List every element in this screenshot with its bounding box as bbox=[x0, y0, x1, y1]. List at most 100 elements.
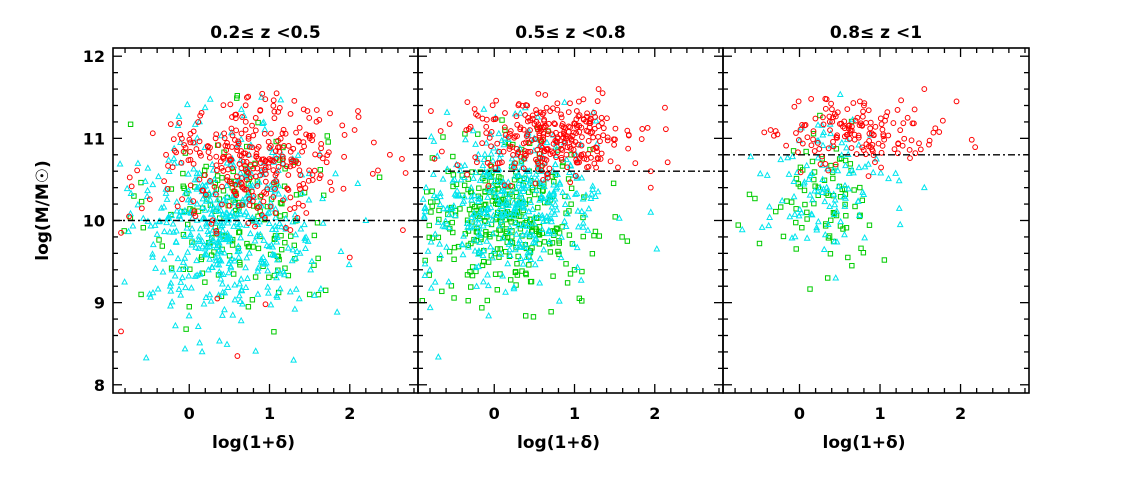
data-point-cyan bbox=[559, 188, 567, 195]
data-point-cyan bbox=[588, 190, 596, 197]
data-point-cyan bbox=[174, 254, 182, 262]
data-point-green bbox=[526, 262, 532, 268]
data-point-green bbox=[314, 220, 321, 226]
data-point-red bbox=[545, 128, 552, 135]
data-point-red bbox=[867, 125, 874, 132]
data-point-green bbox=[784, 198, 790, 204]
data-point-green bbox=[860, 250, 867, 256]
data-point-cyan bbox=[201, 143, 209, 150]
data-point-cyan bbox=[548, 208, 556, 215]
data-point-green bbox=[214, 173, 221, 179]
data-point-cyan bbox=[479, 171, 487, 178]
data-point-red bbox=[968, 136, 975, 143]
data-point-cyan bbox=[198, 203, 206, 210]
data-point-cyan bbox=[756, 169, 764, 177]
data-point-cyan bbox=[149, 250, 156, 257]
data-point-green bbox=[376, 174, 383, 180]
data-point-red bbox=[817, 161, 824, 168]
data-point-green bbox=[556, 240, 563, 246]
data-point-cyan bbox=[421, 213, 428, 221]
data-point-red bbox=[926, 141, 932, 148]
data-point-cyan bbox=[298, 189, 306, 196]
data-point-red bbox=[836, 121, 843, 127]
data-point-cyan bbox=[855, 141, 863, 148]
data-point-cyan bbox=[439, 222, 447, 229]
data-point-red bbox=[847, 127, 854, 134]
data-point-cyan bbox=[237, 135, 245, 142]
data-point-cyan bbox=[896, 220, 904, 228]
data-point-cyan bbox=[203, 243, 211, 250]
data-point-cyan bbox=[443, 108, 451, 115]
data-point-cyan bbox=[519, 230, 527, 238]
data-point-cyan bbox=[252, 347, 260, 354]
data-point-cyan bbox=[186, 232, 194, 239]
data-point-cyan bbox=[223, 181, 231, 189]
data-point-red bbox=[220, 155, 227, 162]
data-point-green bbox=[183, 326, 189, 332]
data-point-cyan bbox=[230, 198, 238, 206]
data-point-red bbox=[287, 110, 294, 117]
data-point-red bbox=[632, 160, 639, 167]
data-point-red bbox=[234, 144, 240, 150]
data-point-green bbox=[467, 269, 473, 275]
data-point-red bbox=[275, 137, 281, 144]
data-point-cyan bbox=[496, 198, 504, 205]
data-point-red bbox=[224, 143, 231, 150]
data-point-cyan bbox=[475, 230, 483, 237]
data-point-cyan bbox=[441, 222, 449, 230]
data-point-cyan bbox=[540, 194, 547, 202]
data-point-cyan bbox=[151, 221, 159, 228]
data-point-red bbox=[234, 147, 241, 154]
data-point-cyan bbox=[489, 254, 497, 261]
data-point-red bbox=[593, 145, 600, 151]
data-point-red bbox=[228, 180, 235, 187]
data-point-cyan bbox=[507, 187, 515, 195]
data-point-cyan bbox=[471, 247, 479, 254]
series-green bbox=[121, 92, 383, 335]
data-point-cyan bbox=[813, 226, 821, 233]
data-point-cyan bbox=[479, 277, 487, 285]
data-point-cyan bbox=[206, 255, 214, 262]
data-point-red bbox=[834, 109, 841, 116]
data-point-red bbox=[597, 138, 603, 145]
data-point-red bbox=[855, 134, 862, 141]
data-point-red bbox=[282, 130, 289, 137]
data-point-cyan bbox=[219, 226, 227, 234]
data-point-red bbox=[523, 139, 529, 146]
data-point-red bbox=[479, 140, 486, 147]
data-point-green bbox=[555, 248, 561, 255]
data-point-green bbox=[735, 222, 741, 228]
data-point-green bbox=[325, 139, 331, 145]
data-point-red bbox=[279, 130, 286, 137]
data-point-cyan bbox=[282, 214, 290, 222]
data-point-cyan bbox=[271, 151, 279, 159]
data-point-cyan bbox=[473, 282, 481, 289]
data-point-red bbox=[196, 150, 203, 156]
data-point-cyan bbox=[574, 207, 582, 214]
data-point-cyan bbox=[920, 183, 928, 191]
data-point-cyan bbox=[207, 297, 215, 304]
data-point-green bbox=[610, 180, 617, 187]
data-point-red bbox=[209, 217, 216, 224]
data-point-cyan bbox=[647, 208, 655, 215]
data-point-cyan bbox=[171, 272, 179, 279]
data-point-red bbox=[149, 130, 156, 137]
data-point-red bbox=[825, 145, 832, 152]
data-point-cyan bbox=[251, 237, 259, 244]
data-point-red bbox=[514, 121, 521, 128]
data-point-cyan bbox=[476, 231, 484, 238]
data-point-cyan bbox=[821, 197, 829, 205]
data-point-green bbox=[138, 198, 145, 205]
data-point-cyan bbox=[457, 175, 465, 183]
data-point-cyan bbox=[147, 293, 155, 300]
data-point-cyan bbox=[556, 179, 564, 186]
data-point-red bbox=[355, 114, 362, 120]
data-point-green bbox=[830, 175, 836, 182]
data-point-cyan bbox=[796, 205, 804, 213]
data-point-cyan bbox=[504, 201, 512, 209]
data-point-red bbox=[246, 196, 253, 202]
data-point-cyan bbox=[531, 239, 539, 246]
data-point-red bbox=[595, 86, 602, 92]
data-point-red bbox=[234, 353, 241, 359]
data-point-red bbox=[454, 162, 461, 169]
